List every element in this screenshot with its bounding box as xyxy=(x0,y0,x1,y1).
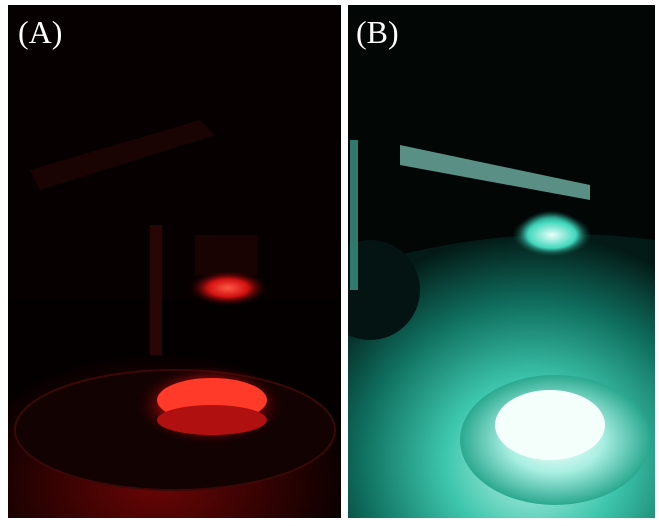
photo-a xyxy=(8,5,341,518)
panel-label: (A) xyxy=(18,14,62,50)
photo-b xyxy=(320,5,655,518)
panel-label: (B) xyxy=(356,14,399,50)
figure: (A) (B) xyxy=(0,0,659,521)
